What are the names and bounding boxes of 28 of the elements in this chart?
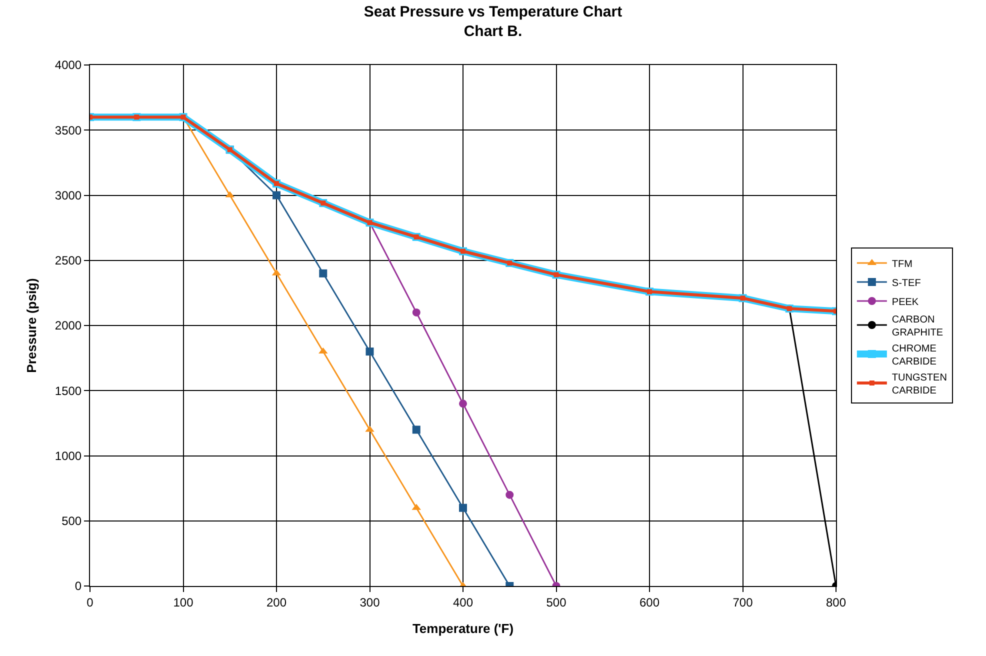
x-axis-title: Temperature ('F) — [412, 621, 514, 636]
x-tick-label: 100 — [173, 595, 194, 610]
y-tick-label: 1000 — [54, 448, 82, 463]
y-tick-label: 500 — [62, 514, 82, 528]
y-tick-label: 0 — [74, 579, 82, 594]
x-tick-label: 700 — [732, 595, 754, 610]
y-axis-title: Pressure (psig) — [24, 278, 39, 373]
legend-label: S-TEF — [892, 278, 921, 289]
x-tick-label: 800 — [826, 595, 846, 610]
x-tick-label: 200 — [266, 595, 287, 610]
y-tick-label: 3000 — [54, 188, 82, 202]
chart-title: Seat Pressure vs Temperature Chart — [364, 3, 622, 20]
x-tick-label: 400 — [452, 595, 474, 610]
x-tick-label: 0 — [86, 595, 94, 610]
legend-label: TFM — [892, 258, 912, 270]
chart-subtitle: Chart B. — [464, 22, 522, 40]
legend-label: CARBON GRAPHITE — [892, 314, 944, 338]
y-tick-label: 4000 — [54, 58, 82, 72]
legend-label: TUNGSTEN CARBIDE — [892, 372, 947, 396]
legend-label: PEEK — [892, 296, 919, 308]
x-tick-label: 500 — [546, 595, 567, 610]
y-tick-label: 1500 — [54, 384, 82, 398]
legend-label: CHROME CARBIDE — [892, 343, 937, 368]
x-tick-label: 600 — [639, 595, 660, 610]
y-tick-label: 3500 — [54, 123, 82, 138]
x-tick-label: 300 — [360, 595, 380, 610]
y-tick-label: 2500 — [54, 254, 82, 268]
y-tick-label: 2000 — [54, 318, 82, 333]
